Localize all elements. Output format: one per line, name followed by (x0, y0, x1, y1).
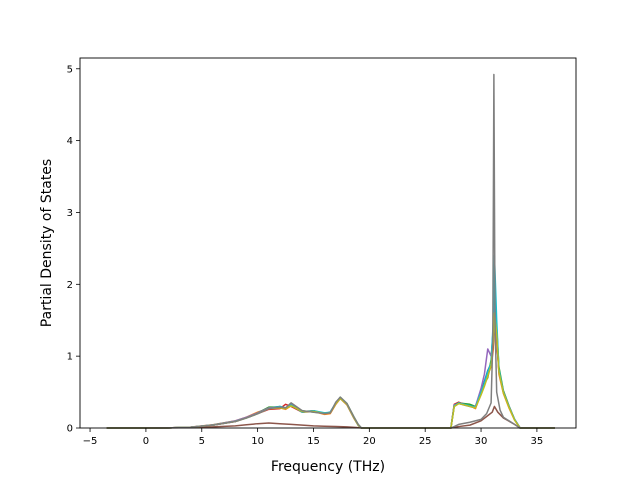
x-tick-label: 25 (419, 436, 432, 447)
y-axis-label: Partial Density of States (39, 159, 55, 327)
y-tick-label: 1 (67, 352, 73, 363)
y-tick-label: 0 (67, 424, 73, 435)
x-tick-label: 5 (199, 436, 205, 447)
y-tick-label: 2 (67, 280, 73, 291)
series-line-7 (106, 405, 555, 429)
y-tick-label: 5 (67, 64, 73, 75)
x-axis-label: Frequency (THz) (271, 459, 385, 475)
x-tick-label: 0 (143, 436, 149, 447)
y-axis: 0 1 2 3 4 5 (67, 64, 80, 435)
x-axis: −5 0 5 10 15 20 25 30 35 (83, 428, 544, 447)
y-tick-label: 4 (67, 136, 73, 147)
series-line-9 (106, 73, 555, 429)
x-tick-label: 30 (475, 436, 488, 447)
x-tick-label: 10 (251, 436, 264, 447)
x-tick-label: −5 (83, 436, 98, 447)
series-layer (106, 73, 555, 429)
x-tick-label: 35 (531, 436, 544, 447)
x-tick-label: 20 (363, 436, 376, 447)
y-tick-label: 3 (67, 208, 73, 219)
x-tick-label: 15 (307, 436, 320, 447)
plot-frame (79, 57, 577, 429)
